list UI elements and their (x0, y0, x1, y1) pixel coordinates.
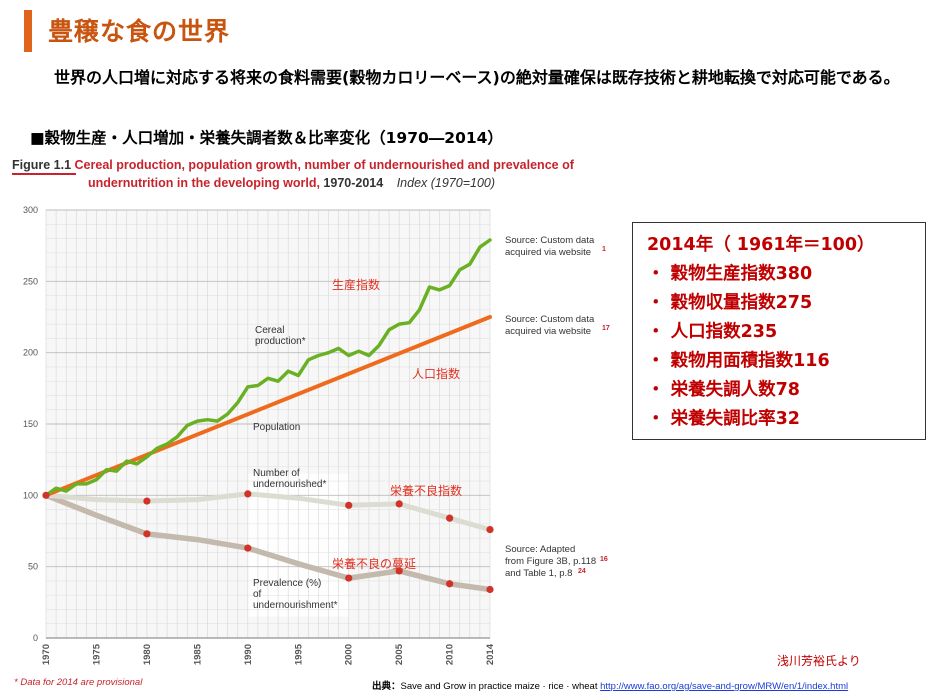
x-tick-label: 2010 (445, 644, 456, 665)
x-tick-label: 1970 (41, 644, 52, 665)
summary-item: ・ 栄養失調人数78 (647, 380, 800, 400)
source-note-3-sup: 24 (578, 568, 586, 575)
series-label-cereal: production* (255, 336, 306, 347)
series-line-3 (43, 492, 493, 593)
source-note-2: Source: Custom data (505, 314, 595, 325)
data-point-marker (345, 501, 353, 509)
x-tick-label: 1995 (293, 643, 304, 665)
y-tick-label: 150 (23, 419, 38, 429)
x-tick-label: 2014 (485, 643, 496, 665)
source-note-3: from Figure 3B, p.118 (505, 556, 596, 567)
data-point-marker (244, 544, 252, 552)
figure-title-line2-text: undernutrition in the developing world, (88, 176, 324, 190)
series-label-prevalence: Prevalence (%) (253, 578, 321, 589)
figure-label: Figure 1.1 (12, 158, 72, 172)
data-point-marker (143, 530, 151, 538)
source-note-2: acquired via website (505, 326, 591, 337)
chart-ticks: 0 50 100 150 200 250 300 1970 1975 1980 1985 1990 19… (23, 205, 496, 665)
figure-header: Figure 1.1 Cereal production, population… (12, 154, 612, 200)
y-tick-label: 300 (23, 205, 38, 215)
source-note-1: Source: Custom data (505, 235, 595, 246)
figure-title-years: 1970-2014 (323, 176, 384, 190)
source-note-3-sup: 16 (600, 556, 608, 563)
summary-box: 2014年（ 1961年＝100） ・ 穀物生産指数380 ・ 穀物収量指数27… (632, 222, 926, 440)
data-point-marker (244, 490, 252, 498)
series-label-number: Number of (253, 468, 300, 479)
origin-marker (42, 491, 50, 499)
data-point-marker (345, 574, 353, 582)
series-line-0 (44, 238, 492, 498)
series-label-population: Population (253, 422, 300, 433)
summary-item: ・ 穀物用面積指数116 (647, 351, 830, 371)
annotation-population: 人口指数 (412, 366, 460, 381)
y-tick-label: 50 (28, 562, 38, 572)
chart-subheading: ■穀物生産・人口増加・栄養失調者数＆比率変化（1970―2014） (30, 129, 503, 147)
source-note-2-sup: 17 (602, 325, 610, 332)
source-link[interactable]: http://www.fao.org/ag/save-and-grow/MRW/… (600, 681, 849, 692)
summary-header: 2014年（ 1961年＝100） (647, 235, 875, 255)
annotation-undernourished: 栄養不良指数 (390, 483, 462, 498)
y-tick-label: 250 (23, 276, 38, 286)
figure-title-line1: Figure 1.1 Cereal production, population… (12, 158, 574, 172)
x-tick-label: 2000 (344, 644, 355, 665)
source-label: 出典： (372, 681, 401, 692)
figure-title-line2: undernutrition in the developing world, … (88, 176, 495, 190)
series-label-prevalence: undernourishment* (253, 600, 338, 611)
figure-index-note: Index (1970=100) (396, 176, 496, 190)
series-line-2 (43, 491, 493, 533)
data-point-marker (486, 585, 494, 594)
x-tick-label: 1990 (243, 644, 254, 665)
source-note-3: and Table 1, p.8 (505, 568, 572, 579)
y-tick-label: 100 (23, 490, 38, 500)
series-label-cereal: Cereal (255, 325, 284, 336)
data-point-marker (446, 514, 454, 522)
data-point-marker (486, 525, 494, 534)
source-note-1: acquired via website (505, 247, 591, 258)
x-tick-label: 1980 (142, 644, 153, 665)
x-tick-label: 1985 (192, 643, 203, 665)
source-note-3: Source: Adapted (505, 544, 575, 555)
y-tick-label: 200 (23, 348, 38, 358)
data-point-marker (395, 500, 403, 508)
figure-label-underline (12, 173, 76, 175)
source-line: 出典：Save and Grow in practice maize · ric… (372, 678, 848, 692)
slide-title: 豊穣な食の世界 (48, 17, 231, 46)
provisional-footnote: * Data for 2014 are provisional (14, 677, 143, 688)
source-text: Save and Grow in practice maize · rice ·… (400, 681, 601, 692)
summary-item: ・ 人口指数235 (647, 322, 778, 342)
summary-item: ・ 穀物収量指数275 (647, 293, 813, 313)
data-point-marker (446, 580, 454, 588)
lead-text: 世界の人口増に対応する将来の食料需要(穀物カロリーベース)の絶対量確保は既存技術… (54, 68, 900, 87)
source-note-1-sup: 1 (602, 246, 606, 253)
figure-title-text: Cereal production, population growth, nu… (74, 158, 574, 172)
summary-item: ・ 穀物生産指数380 (647, 264, 813, 284)
x-tick-label: 2005 (394, 643, 405, 665)
credit-text: 浅川芳裕氏より (777, 654, 861, 668)
series-label-prevalence: of (253, 589, 262, 600)
y-tick-label: 0 (33, 633, 38, 643)
annotation-spread: 栄養不良の蔓延 (332, 556, 416, 571)
x-tick-label: 1975 (91, 643, 102, 665)
summary-item: ・ 栄養失調比率32 (647, 409, 800, 429)
title-accent-bar (24, 10, 32, 52)
data-point-marker (143, 497, 151, 505)
data-point-marker (395, 567, 403, 575)
series-label-number: undernourished* (253, 479, 326, 490)
annotation-production: 生産指数 (332, 277, 380, 292)
chart-series (42, 238, 494, 594)
